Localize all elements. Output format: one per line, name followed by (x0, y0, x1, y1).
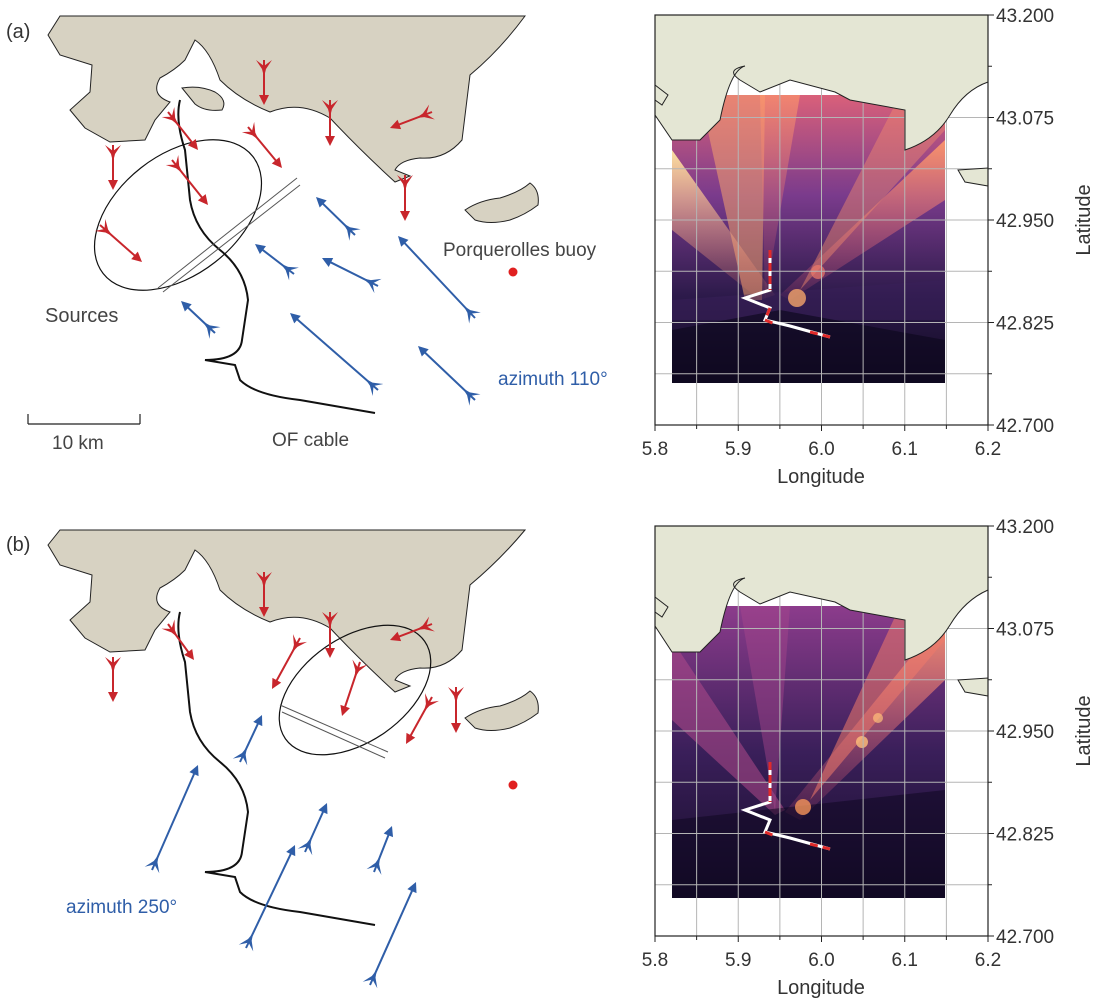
red-arrow (161, 619, 194, 660)
panel-a-scale-bar (27, 414, 141, 425)
blue-arrow (181, 301, 221, 339)
red-arrow (390, 616, 435, 642)
blue-arrow (366, 826, 394, 875)
panel-a-y-tick-label: 42.825 (996, 314, 1054, 335)
panel-a-azimuth-label: azimuth 110° (498, 369, 608, 390)
red-arrow (322, 100, 338, 146)
panel-b-buoy-marker (508, 780, 518, 790)
panel-b-schematic: (b) azimuth 250° (6, 529, 539, 989)
red-arrow (165, 155, 208, 205)
panel-a-label: (a) (6, 21, 30, 43)
red-arrow (256, 572, 272, 617)
panel-b-x-tick-label: 5.9 (725, 950, 751, 971)
blue-arrow (238, 845, 296, 952)
blue-arrow (255, 244, 299, 281)
panel-b-x-tick-label: 6.0 (808, 950, 834, 971)
red-arrow (406, 693, 440, 744)
red-arrow (161, 107, 198, 150)
panel-a-source-line (162, 184, 301, 293)
panel-b-map-land (654, 525, 989, 661)
panel-a-peninsula (181, 86, 225, 111)
red-arrow (397, 175, 413, 221)
panel-a-map-cable-highlight (763, 250, 831, 339)
panel-a-y-tick-label: 42.950 (996, 211, 1054, 232)
panel-a-sources-label: Sources (45, 305, 118, 327)
panel-b-y-tick-label: 42.825 (996, 825, 1054, 846)
panel-a-x-tick-label: 6.0 (808, 439, 834, 460)
red-arrow (256, 60, 272, 105)
panel-a-island (464, 182, 539, 223)
panel-a-scale-label: 10 km (52, 433, 104, 454)
panel-b-y-tick-label: 43.075 (996, 620, 1054, 641)
panel-a-y-tick-label: 43.075 (996, 109, 1054, 130)
panel-a-y-tick-label: 43.200 (996, 6, 1054, 27)
panel-a-x-tick-label: 6.2 (975, 439, 1001, 460)
panel-b-azimuth-label: azimuth 250° (66, 897, 177, 918)
panel-b-xlabel: Longitude (777, 977, 865, 999)
panel-b-label: (b) (6, 534, 30, 556)
blue-arrow (418, 346, 481, 406)
panel-a-source-line (157, 177, 298, 289)
panel-b-map-cable-highlight (764, 762, 831, 851)
panel-b-source-line (281, 711, 386, 759)
red-arrow (105, 145, 121, 190)
panel-a-ylabel: Latitude (1073, 184, 1095, 255)
blue-arrow (297, 803, 328, 856)
red-arrow (241, 121, 282, 168)
panel-a-map: 5.8 5.9 6.0 6.1 6.2 43.200 43.075 42.950 42.825 4… (642, 6, 1095, 488)
panel-b-ylabel: Latitude (1073, 695, 1095, 766)
red-arrow (94, 218, 142, 262)
blue-arrow (232, 715, 263, 766)
panel-a-x-tick-label: 5.8 (642, 439, 668, 460)
red-arrow (340, 659, 368, 716)
panel-b-x-tick-label: 6.1 (892, 950, 918, 971)
red-arrow (322, 612, 338, 658)
panel-b-map: 5.8 5.9 6.0 6.1 6.2 43.200 43.075 42.950 42.825 4… (642, 517, 1095, 999)
panel-a-x-tick-label: 6.1 (892, 439, 918, 460)
panel-a-x-tick-label: 5.9 (725, 439, 751, 460)
panel-a-land (47, 15, 526, 183)
panel-a-map-land (654, 14, 989, 151)
panel-a-buoy-label: Porquerolles buoy (443, 240, 597, 261)
panel-b-source-ellipse (278, 624, 432, 756)
panel-b-cable (177, 611, 376, 926)
panel-b-land (47, 529, 527, 693)
blue-arrow (322, 258, 382, 294)
panel-b-island (464, 690, 539, 731)
panel-a-cable (177, 99, 376, 414)
blue-arrow (144, 765, 199, 874)
red-arrow (448, 687, 464, 733)
panel-b-y-tick-label: 42.700 (996, 927, 1054, 948)
panel-b-x-tick-label: 6.2 (975, 950, 1001, 971)
panel-a-cable-label: OF cable (272, 430, 349, 451)
panel-b-y-tick-label: 43.200 (996, 517, 1054, 538)
panel-b-y-tick-label: 42.950 (996, 722, 1054, 743)
panel-a-xlabel: Longitude (777, 466, 865, 488)
blue-arrow (362, 882, 417, 989)
panel-b-heatmap (672, 606, 945, 898)
panel-a-schematic: (a) Porquerolles buoy Sources 10 km OF c… (6, 15, 608, 454)
panel-a-source-ellipse (93, 139, 263, 291)
red-arrow (272, 634, 308, 689)
panel-b-x-tick-label: 5.8 (642, 950, 668, 971)
red-arrow (390, 104, 435, 130)
panel-a-heatmap (672, 95, 945, 383)
blue-arrow (316, 197, 361, 241)
panel-a-y-tick-label: 42.700 (996, 416, 1054, 437)
red-arrow (105, 657, 121, 702)
blue-arrow (398, 236, 481, 324)
blue-arrow (290, 313, 384, 397)
panel-a-buoy-marker (508, 267, 518, 277)
panel-b-source-line (279, 704, 389, 753)
